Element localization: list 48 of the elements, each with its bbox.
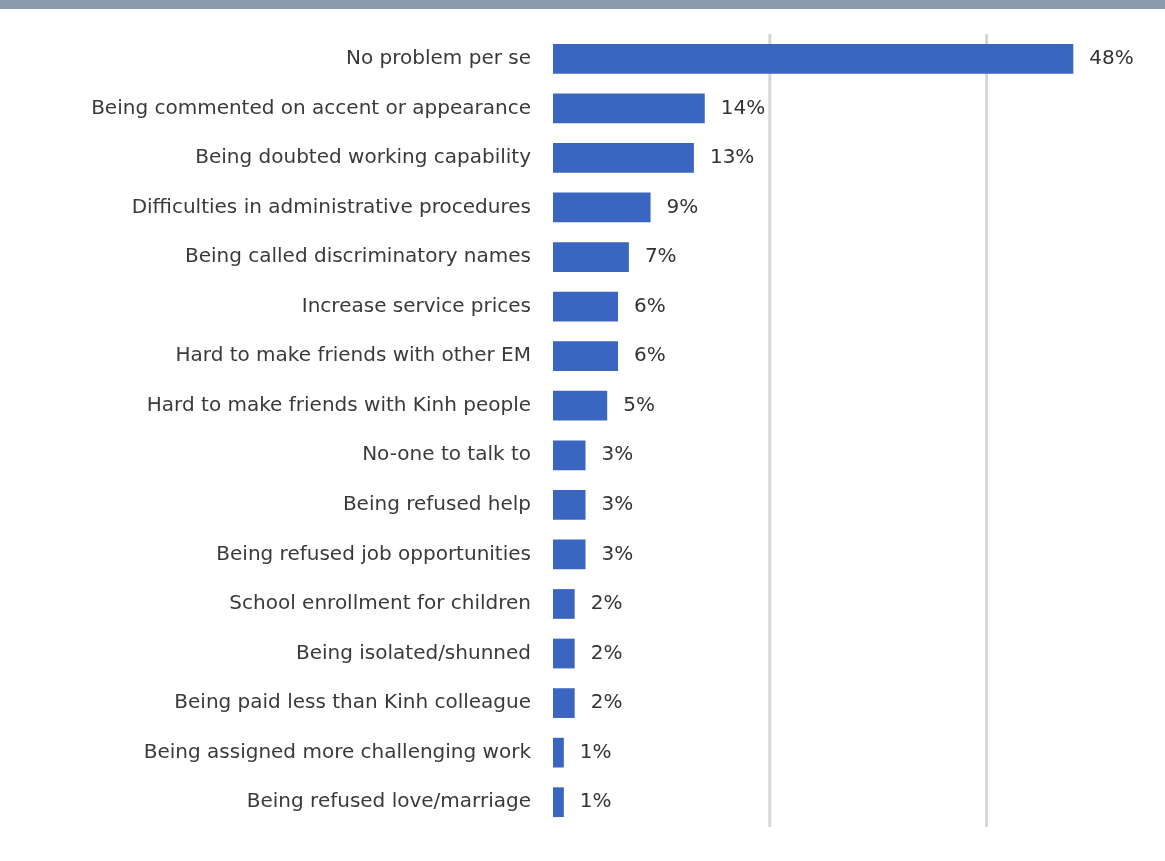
bar <box>553 589 575 619</box>
y-tick-label: Being isolated/shunned <box>295 639 531 664</box>
bar <box>553 93 705 124</box>
bar <box>553 43 1074 74</box>
y-tick-label: No problem per se <box>346 44 531 69</box>
bar <box>553 489 586 520</box>
y-tick-label: Increase service prices <box>301 292 531 317</box>
y-tick-label: Being called discriminatory names <box>184 243 531 268</box>
data-label: 5% <box>623 391 655 416</box>
bar <box>553 143 694 173</box>
y-tick-label: Being doubted working capability <box>195 144 532 169</box>
data-label: 48% <box>1089 44 1134 69</box>
data-label: 6% <box>634 292 666 317</box>
data-label: 2% <box>590 639 623 664</box>
y-tick-label: No-one to talk to <box>362 441 531 466</box>
y-tick-label: Being refused help <box>342 491 531 516</box>
bar <box>553 192 651 223</box>
data-label: 14% <box>720 94 766 119</box>
bar <box>553 688 575 718</box>
bar <box>553 291 619 322</box>
data-label: 13% <box>709 144 755 169</box>
bar <box>553 242 629 272</box>
bar <box>553 440 586 471</box>
y-tick-label: Being refused love/marriage <box>246 788 531 813</box>
bar <box>553 787 564 818</box>
data-label: 1% <box>579 738 612 763</box>
bar <box>553 737 564 768</box>
y-tick-label: Being paid less than Kinh colleague <box>174 689 531 714</box>
data-label: 7% <box>644 243 677 268</box>
data-label: 3% <box>601 540 634 565</box>
data-label: 2% <box>590 689 623 714</box>
data-label: 3% <box>601 491 634 516</box>
data-label: 2% <box>590 590 623 615</box>
bar <box>553 341 619 372</box>
data-label: 9% <box>666 193 699 218</box>
data-label: 3% <box>601 441 634 466</box>
bar <box>553 390 608 421</box>
y-tick-label: Being refused job opportunities <box>216 540 531 565</box>
data-label: 1% <box>579 788 612 813</box>
y-tick-label: School enrollment for children <box>229 590 531 615</box>
y-tick-label: Being assigned more challenging work <box>143 738 532 763</box>
data-label: 6% <box>634 342 666 367</box>
bar <box>553 638 575 669</box>
bar <box>553 539 586 570</box>
y-tick-label: Hard to make friends with other EM <box>175 342 531 367</box>
y-tick-label: Difficulties in administrative procedures <box>131 193 531 218</box>
y-tick-label: Being commented on accent or appearance <box>91 94 531 119</box>
y-tick-label: Hard to make friends with Kinh people <box>146 391 531 416</box>
